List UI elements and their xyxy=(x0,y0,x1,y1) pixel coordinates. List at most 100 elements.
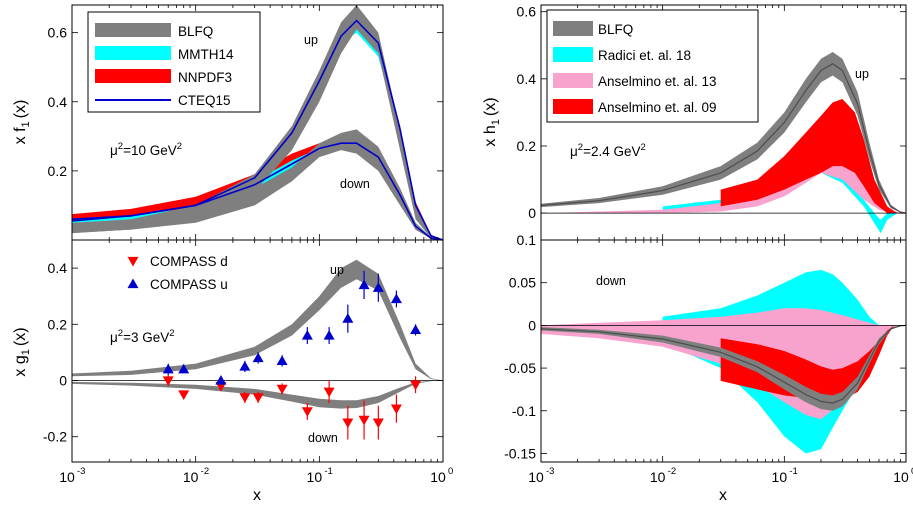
compass-u-point xyxy=(372,282,384,292)
compass-d-point xyxy=(252,393,264,403)
h1-legend-label: BLFQ xyxy=(598,22,633,37)
g1-legend-label: COMPASS u xyxy=(150,277,228,292)
compass-u-point xyxy=(215,375,227,385)
blfq-up-curve xyxy=(540,62,907,214)
h1-ylabel: x h1(x) xyxy=(482,97,502,146)
compass-u-point xyxy=(390,293,402,304)
f1-legend-swatch xyxy=(95,69,171,83)
g1-axes-frame xyxy=(71,239,444,463)
h1-ytick-label: 0.6 xyxy=(517,4,537,20)
blfq-down-curve xyxy=(540,324,907,404)
g1-xtick-base: 10 xyxy=(430,469,446,485)
h1d-xtick-exp: -3 xyxy=(546,466,554,477)
compass-d-point xyxy=(390,404,402,415)
g1-xtick-exp: 0 xyxy=(448,466,453,477)
g1-xtick-label: 10 -2 xyxy=(183,466,209,485)
h1d-xtick-label: 10 -2 xyxy=(650,466,676,485)
h1d-ytick-label: 0 xyxy=(528,317,536,333)
g1-xtick-exp: -3 xyxy=(77,466,85,477)
compass-d-point xyxy=(358,415,370,426)
compass-u-point xyxy=(162,363,174,374)
h1d-ytick-label: -0.1 xyxy=(512,403,536,419)
g1-xlabel: x xyxy=(253,487,261,504)
h1-ytick-label: 0.4 xyxy=(517,71,537,87)
g1-legend-marker xyxy=(127,278,139,289)
compass-d-point xyxy=(342,418,354,429)
f1-legend-label: BLFQ xyxy=(178,24,213,39)
g1-ytick-label: 0 xyxy=(59,373,67,389)
f1-legend: BLFQ MMTH14 NNPDF3 CTEQ15 xyxy=(87,11,261,113)
compass-d-point xyxy=(301,407,313,417)
g1-xtick-base: 10 xyxy=(59,469,75,485)
g1-legend: COMPASS d COMPASS u xyxy=(127,254,228,292)
f1-ytick-label: 0.6 xyxy=(48,25,68,41)
anselmino-et-al-09-up-band xyxy=(720,99,906,214)
g1-xtick-exp: -1 xyxy=(324,466,332,477)
compass-u-point xyxy=(178,363,190,374)
h1-legend-swatch xyxy=(553,73,593,88)
h1-legend-swatch xyxy=(553,99,593,114)
g1-legend-marker xyxy=(127,256,139,267)
compass-d-point xyxy=(239,393,251,403)
cteq15-up-curve xyxy=(71,19,444,241)
g1-ytick-label: 0.2 xyxy=(48,316,68,332)
h1-legend: BLFQ Radici et. al. 18 Anselmino et. al. 1… xyxy=(546,9,759,123)
compass-u-point xyxy=(239,360,251,371)
f1-down-label: down xyxy=(340,177,370,191)
h1-ytick-label: 0 xyxy=(528,205,536,221)
g1-xtick-exp: -2 xyxy=(201,466,209,477)
g1-xtick-label: 10 0 xyxy=(430,466,453,485)
g1-xtick-label: 10 -1 xyxy=(307,466,333,485)
compass-u-point xyxy=(358,279,370,290)
h1d-ytick-label: 0.1 xyxy=(517,232,537,248)
compass-u-point xyxy=(276,355,288,365)
g1-ytick-label: 0.4 xyxy=(48,260,68,276)
h1d-xtick-label: 100 xyxy=(893,466,913,485)
h1d-xtick-exp: -2 xyxy=(668,466,676,477)
compass-d-point xyxy=(372,418,384,429)
h1d-ytick-label: -0.15 xyxy=(504,445,536,461)
h1d-xtick-base: 10 xyxy=(650,469,666,485)
h1d-ytick-label: -0.05 xyxy=(504,360,536,376)
compass-u-point xyxy=(301,330,313,340)
h1-up-label: up xyxy=(855,67,869,81)
radici-et-al-18-up-band xyxy=(662,166,906,234)
g1-up-label: up xyxy=(330,263,344,277)
g1-legend-label: COMPASS d xyxy=(150,254,228,269)
h1d-xtick-label: 10 -1 xyxy=(772,466,798,485)
g1-xtick-label: 10 -3 xyxy=(59,466,85,485)
f1-ylabel: x f1(x) xyxy=(12,100,32,145)
h1-legend-swatch xyxy=(553,21,593,36)
compass-u-point xyxy=(323,330,335,340)
h1-legend-label: Anselmino et. al. 09 xyxy=(598,100,717,115)
g1-scale-annotation: μ2=3 GeV2 xyxy=(110,328,175,345)
h1d-xtick-base: 10 xyxy=(528,469,544,485)
h1d-axes-frame xyxy=(540,239,907,463)
h1d-xlabel: x xyxy=(719,487,727,504)
g1-ytick-label: -0.2 xyxy=(43,429,67,445)
compass-d-point xyxy=(410,380,422,391)
f1-legend-label: CTEQ15 xyxy=(178,93,231,108)
h1-legend-label: Radici et. al. 18 xyxy=(598,48,691,63)
g1-ylabel: x g1(x) xyxy=(12,327,32,376)
compass-d-point xyxy=(276,384,288,395)
h1-legend-label: Anselmino et. al. 13 xyxy=(598,74,717,89)
h1-legend-swatch xyxy=(553,47,593,62)
compass-d-point xyxy=(323,387,335,398)
g1-xtick-base: 10 xyxy=(307,469,323,485)
g1-xtick-base: 10 xyxy=(183,469,199,485)
f1-ytick-label: 0.4 xyxy=(48,94,68,110)
f1-legend-label: MMTH14 xyxy=(178,47,234,62)
h1d-xtick-label: 10 -3 xyxy=(528,466,554,485)
h1d-xtick-base: 10 xyxy=(893,469,909,485)
g1-down-label: down xyxy=(308,431,338,445)
h1-ytick-label: 0.2 xyxy=(517,138,537,154)
f1-legend-label: NNPDF3 xyxy=(178,70,232,85)
compass-u-point xyxy=(342,313,354,323)
f1-legend-swatch xyxy=(95,46,171,60)
blfq-up-band xyxy=(72,259,443,381)
h1d-xtick-exp: 0 xyxy=(911,466,913,477)
f1-scale-annotation: μ2=10 GeV2 xyxy=(110,141,182,158)
anselmino-et-al-09-down-band xyxy=(720,325,895,401)
